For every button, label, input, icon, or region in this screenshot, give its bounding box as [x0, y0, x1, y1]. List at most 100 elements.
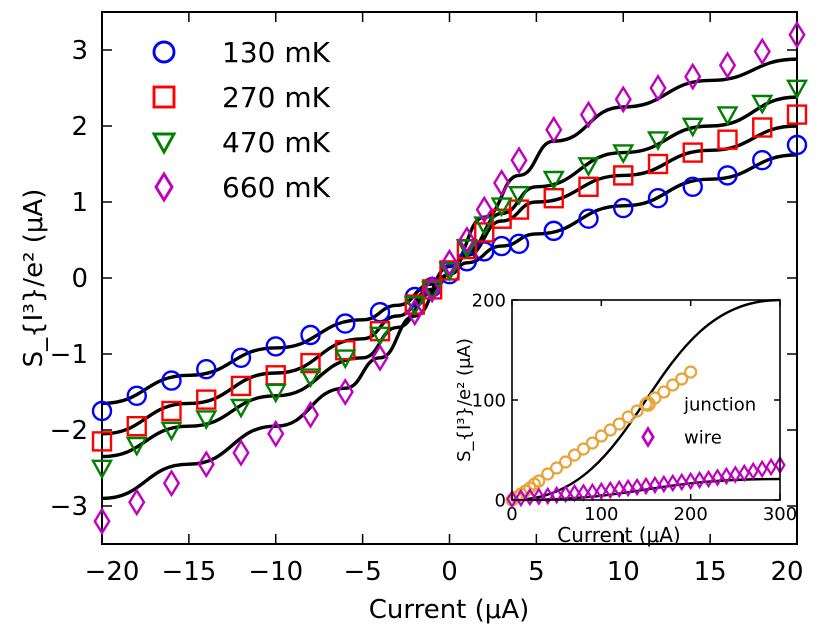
inset-y-tick-label: 0 — [495, 490, 506, 511]
main-point-470-mk — [160, 421, 183, 442]
main-x-tick-label: −20 — [85, 557, 140, 587]
main-point-130-mk — [335, 313, 356, 334]
main-point-660-mk — [267, 419, 285, 448]
main-y-tick-label: 3 — [71, 36, 88, 66]
inset-y-axis-label: S_{I³}/e² (μA) — [454, 338, 475, 462]
inset-point-wire — [702, 469, 715, 489]
main-point-660-mk — [440, 248, 459, 277]
inset-point-wire — [542, 486, 554, 506]
inset-point-wire — [559, 484, 572, 504]
inset-point-junction — [550, 461, 564, 475]
inset-point-wire — [747, 461, 759, 481]
main-point-470-mk — [195, 410, 218, 431]
main-point-270-mk — [508, 199, 530, 220]
inset-point-wire — [765, 457, 777, 477]
main-x-tick-label: 0 — [441, 557, 458, 587]
main-point-660-mk — [336, 378, 354, 406]
inset-point-junction — [603, 423, 617, 437]
main-point-270-mk — [300, 352, 321, 374]
main-point-130-mk — [717, 165, 738, 186]
inset-point-junction — [576, 442, 591, 456]
main-point-130-mk — [126, 385, 147, 406]
main-x-tick-label: 20 — [770, 557, 803, 587]
inset-point-wire — [595, 481, 608, 501]
main-x-tick-label: −15 — [161, 557, 216, 587]
main-point-270-mk — [161, 400, 182, 422]
main-y-tick-label: −1 — [50, 340, 88, 370]
main-legend-label-660-mk: 660 mK — [222, 171, 331, 204]
inset-point-wire — [640, 476, 652, 496]
inset-point-junction — [585, 436, 600, 450]
main-point-270-mk — [752, 117, 773, 138]
inset-point-junction — [621, 410, 635, 424]
inset-point-junction — [666, 378, 680, 392]
inset-point-junction — [675, 372, 689, 386]
inset-y-tick-label: 100 — [472, 390, 506, 411]
main-point-470-mk — [646, 131, 670, 152]
main-point-470-mk — [438, 262, 461, 282]
main-y-tick-label: −3 — [50, 492, 88, 522]
inset-data-points — [505, 365, 786, 509]
main-point-660-mk — [232, 438, 250, 467]
inset-point-junction — [532, 474, 546, 488]
main-point-470-mk — [125, 436, 148, 457]
main-legend-label-470-mk: 470 mK — [222, 126, 331, 159]
inset-point-wire — [506, 489, 518, 509]
main-point-660-mk — [493, 169, 511, 197]
main-point-270-mk — [786, 104, 808, 125]
main-x-tick-label: 5 — [528, 557, 545, 587]
main-y-tick-label: 2 — [71, 112, 88, 142]
main-point-270-mk — [126, 416, 147, 437]
main-point-660-mk — [788, 20, 806, 49]
inset-point-junction — [567, 448, 582, 462]
inset-y-tick-label: 200 — [472, 290, 506, 311]
main-point-130-mk — [508, 233, 530, 255]
inset-legend-label-wire: wire — [684, 427, 722, 448]
main-data-points — [90, 20, 809, 536]
inset-point-wire — [622, 478, 634, 498]
inset-point-wire — [524, 487, 536, 507]
inset-x-tick-label: 300 — [763, 504, 797, 525]
inset-point-junction — [657, 385, 671, 399]
main-point-470-mk — [542, 170, 565, 191]
main-point-660-mk — [753, 37, 771, 66]
inset-point-wire — [676, 472, 688, 492]
main-point-470-mk — [785, 79, 809, 100]
inset-point-junction — [594, 429, 608, 443]
inset-point-junction — [630, 404, 644, 418]
main-point-660-mk — [649, 74, 667, 102]
inset-point-wire — [604, 480, 616, 500]
main-point-270-mk — [682, 142, 703, 163]
main-point-130-mk — [161, 370, 182, 391]
inset-point-wire — [684, 471, 697, 491]
inset-point-wire — [550, 485, 563, 505]
inset-fit-line-junction — [511, 298, 781, 502]
main-point-660-mk — [579, 100, 598, 129]
main-y-axis-label: S_{I³}/e² (μA) — [19, 189, 49, 368]
main-point-130-mk — [786, 134, 808, 156]
main-point-660-mk — [162, 469, 181, 498]
main-point-470-mk — [299, 368, 322, 389]
main-point-470-mk — [473, 216, 496, 237]
main-legend-marker-470-mk — [151, 132, 177, 155]
main-point-130-mk — [752, 149, 773, 171]
inset-point-wire — [658, 474, 670, 494]
main-point-270-mk — [91, 431, 113, 452]
inset-chart: 0 100 200 300 0 100 200 junction wire Current (… — [454, 290, 797, 547]
main-point-660-mk — [718, 51, 737, 80]
main-point-130-mk — [196, 359, 217, 380]
main-x-tick-label: 10 — [607, 557, 640, 587]
main-legend-label-130-mk: 130 mK — [222, 36, 331, 69]
main-point-660-mk — [371, 343, 389, 372]
inset-x-tick-label: 200 — [673, 504, 707, 525]
inset-point-wire — [729, 465, 742, 484]
main-point-660-mk — [301, 400, 320, 429]
inset-point-wire — [613, 479, 625, 499]
inset-legend-label-junction: junction — [683, 394, 756, 415]
main-point-660-mk — [423, 275, 441, 304]
main-point-270-mk — [369, 321, 391, 342]
inset-point-wire — [667, 473, 679, 493]
main-point-660-mk — [684, 62, 702, 91]
